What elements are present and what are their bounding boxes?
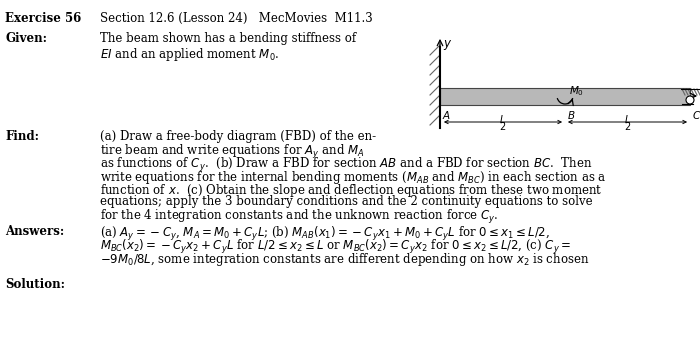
Text: The beam shown has a bending stiffness of: The beam shown has a bending stiffness o… — [100, 32, 356, 45]
Text: as functions of $C_y$.  (b) Draw a FBD for section $AB$ and a FBD for section $B: as functions of $C_y$. (b) Draw a FBD fo… — [100, 156, 592, 174]
Text: $M_{BC}(x_2) = -C_yx_2 + C_yL$ for $L/2 \leq x_2 \leq L$ or $M_{BC}(x_2) = C_yx_: $M_{BC}(x_2) = -C_yx_2 + C_yL$ for $L/2 … — [100, 238, 571, 256]
Text: equations; apply the 3 boundary conditions and the 2 continuity equations to sol: equations; apply the 3 boundary conditio… — [100, 195, 593, 208]
Text: Exercise 56: Exercise 56 — [5, 12, 81, 25]
Text: $C$: $C$ — [692, 109, 700, 121]
Text: $L$: $L$ — [499, 113, 506, 125]
Text: tire beam and write equations for $A_y$ and $M_A$: tire beam and write equations for $A_y$ … — [100, 143, 365, 161]
Text: write equations for the internal bending moments ($M_{AB}$ and $M_{BC}$) in each: write equations for the internal bending… — [100, 169, 607, 186]
Text: (a) $A_y = -C_y$, $M_A = M_0 + C_yL$; (b) $M_{AB}(x_1) = -C_yx_1 + M_0 + C_yL$ f: (a) $A_y = -C_y$, $M_A = M_0 + C_yL$; (b… — [100, 225, 550, 243]
Text: $-9M_0/8L$, some integration constants are different depending on how $x_2$ is c: $-9M_0/8L$, some integration constants a… — [100, 251, 589, 268]
Text: $y$: $y$ — [443, 38, 452, 52]
Text: Solution:: Solution: — [5, 278, 65, 291]
Text: Given:: Given: — [5, 32, 47, 45]
Text: for the 4 integration constants and the unknown reaction force $C_y$.: for the 4 integration constants and the … — [100, 208, 498, 226]
Text: Find:: Find: — [5, 130, 39, 143]
Circle shape — [686, 96, 694, 104]
Text: $A$: $A$ — [442, 109, 451, 121]
Text: (a) Draw a free-body diagram (FBD) of the en-: (a) Draw a free-body diagram (FBD) of th… — [100, 130, 376, 143]
Text: $2$: $2$ — [499, 120, 506, 132]
Text: Section 12.6 (Lesson 24)   MecMovies  M11.3: Section 12.6 (Lesson 24) MecMovies M11.3 — [100, 12, 372, 25]
Text: $EI$ and an applied moment $M_0$.: $EI$ and an applied moment $M_0$. — [100, 46, 279, 63]
Text: $2$: $2$ — [624, 120, 631, 132]
Text: $B$: $B$ — [567, 109, 575, 121]
Text: $L$: $L$ — [624, 113, 631, 125]
Text: $M_0$: $M_0$ — [569, 84, 584, 98]
Text: Answers:: Answers: — [5, 225, 64, 238]
Text: function of $x$.  (c) Obtain the slope and deflection equations from these two m: function of $x$. (c) Obtain the slope an… — [100, 182, 603, 199]
FancyBboxPatch shape — [440, 88, 690, 105]
